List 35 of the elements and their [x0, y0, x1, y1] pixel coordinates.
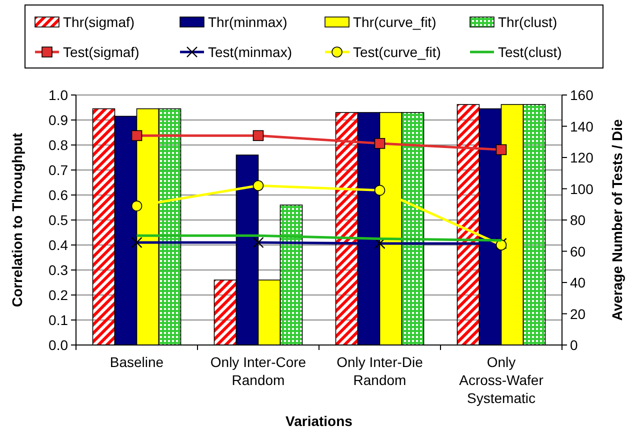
- y-tick-label: 0.1: [48, 312, 68, 328]
- y-tick-label: 0.7: [48, 162, 68, 178]
- y-tick-label: 0.5: [48, 212, 68, 228]
- y2-tick-label: 80: [570, 212, 586, 228]
- legend-label: Test(sigmaf): [63, 44, 140, 60]
- y-tick-label: 0.8: [48, 137, 68, 153]
- y-tick-label: 0.6: [48, 187, 68, 203]
- y-tick-label: 0.9: [48, 112, 68, 128]
- y2-tick-label: 160: [570, 87, 594, 103]
- y2-tick-label: 0: [570, 337, 578, 353]
- legend-label: Thr(sigmaf): [63, 14, 135, 30]
- y2-tick-label: 60: [570, 243, 586, 260]
- x-tick-label: Only Inter-Die Random: [336, 354, 424, 388]
- y-tick-label: 1.0: [48, 87, 68, 103]
- x-axis-title: Variations: [286, 413, 353, 429]
- legend-label: Test(clust): [498, 44, 562, 60]
- legend-label: Test(curve_fit): [353, 44, 441, 60]
- legend-label: Thr(minmax): [208, 14, 288, 30]
- legend-label: Test(minmax): [208, 44, 292, 60]
- y2-axis-title: Average Number of Tests / Die: [609, 119, 625, 321]
- y2-tick-label: 20: [570, 306, 586, 322]
- y-tick-label: 0.2: [48, 287, 68, 303]
- y2-tick-label: 140: [570, 118, 594, 134]
- x-tick-label: Only Across-Wafer Systematic: [459, 354, 544, 406]
- x-tick-label: Only Inter-Core Random: [210, 354, 306, 388]
- x-tick-label: Baseline: [110, 354, 164, 370]
- y-tick-label: 0.0: [48, 337, 68, 353]
- y-axis-title: Correlation to Throughput: [9, 132, 25, 308]
- legend-label: Thr(clust): [498, 14, 558, 30]
- y-tick-label: 0.4: [48, 237, 68, 253]
- legend-label: Thr(curve_fit): [353, 14, 436, 30]
- y2-tick-label: 100: [570, 180, 594, 197]
- y2-tick-label: 120: [570, 150, 594, 166]
- y-tick-label: 0.3: [48, 262, 68, 278]
- y2-tick-label: 40: [570, 274, 586, 290]
